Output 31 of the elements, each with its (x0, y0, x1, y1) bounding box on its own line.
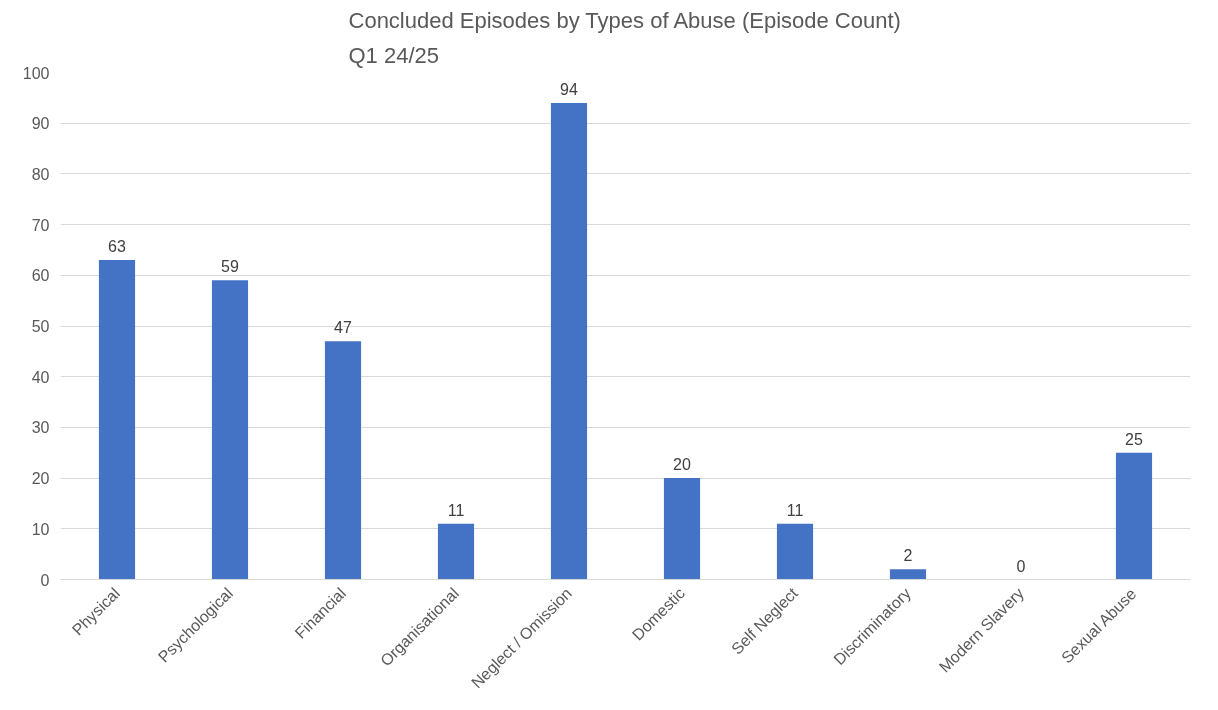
y-tick-label: 90 (31, 115, 50, 133)
data-label: 59 (221, 258, 239, 276)
y-tick-label: 0 (40, 571, 50, 589)
y-tick-label: 100 (22, 64, 50, 82)
data-label: 25 (1125, 430, 1143, 448)
y-tick-label: 80 (31, 165, 50, 183)
bar (98, 260, 136, 580)
y-tick-label: 10 (31, 520, 50, 538)
data-label: 11 (786, 501, 804, 519)
data-label: 11 (447, 501, 465, 519)
data-label: 0 (1016, 557, 1026, 575)
y-tick-label: 40 (31, 368, 50, 386)
data-label: 94 (560, 80, 578, 98)
y-tick-label: 30 (31, 419, 50, 437)
bar (889, 569, 927, 580)
y-tick-label: 50 (31, 318, 50, 335)
bar (1115, 452, 1153, 580)
chart-title: Concluded Episodes by Types of Abuse (Episode Count) Q1 24/25 (348, 7, 901, 68)
y-tick-label: 60 (31, 267, 50, 285)
data-label: 47 (334, 319, 352, 337)
bar (437, 523, 475, 580)
y-tick-label: 20 (31, 470, 50, 488)
bar (324, 341, 362, 580)
bar (776, 523, 814, 580)
data-label: 20 (673, 456, 691, 474)
y-tick-label: 70 (31, 216, 50, 234)
data-label: 63 (108, 238, 126, 256)
bar (550, 102, 588, 580)
data-label: 2 (903, 547, 913, 565)
bar (663, 478, 701, 580)
bar (211, 280, 249, 580)
